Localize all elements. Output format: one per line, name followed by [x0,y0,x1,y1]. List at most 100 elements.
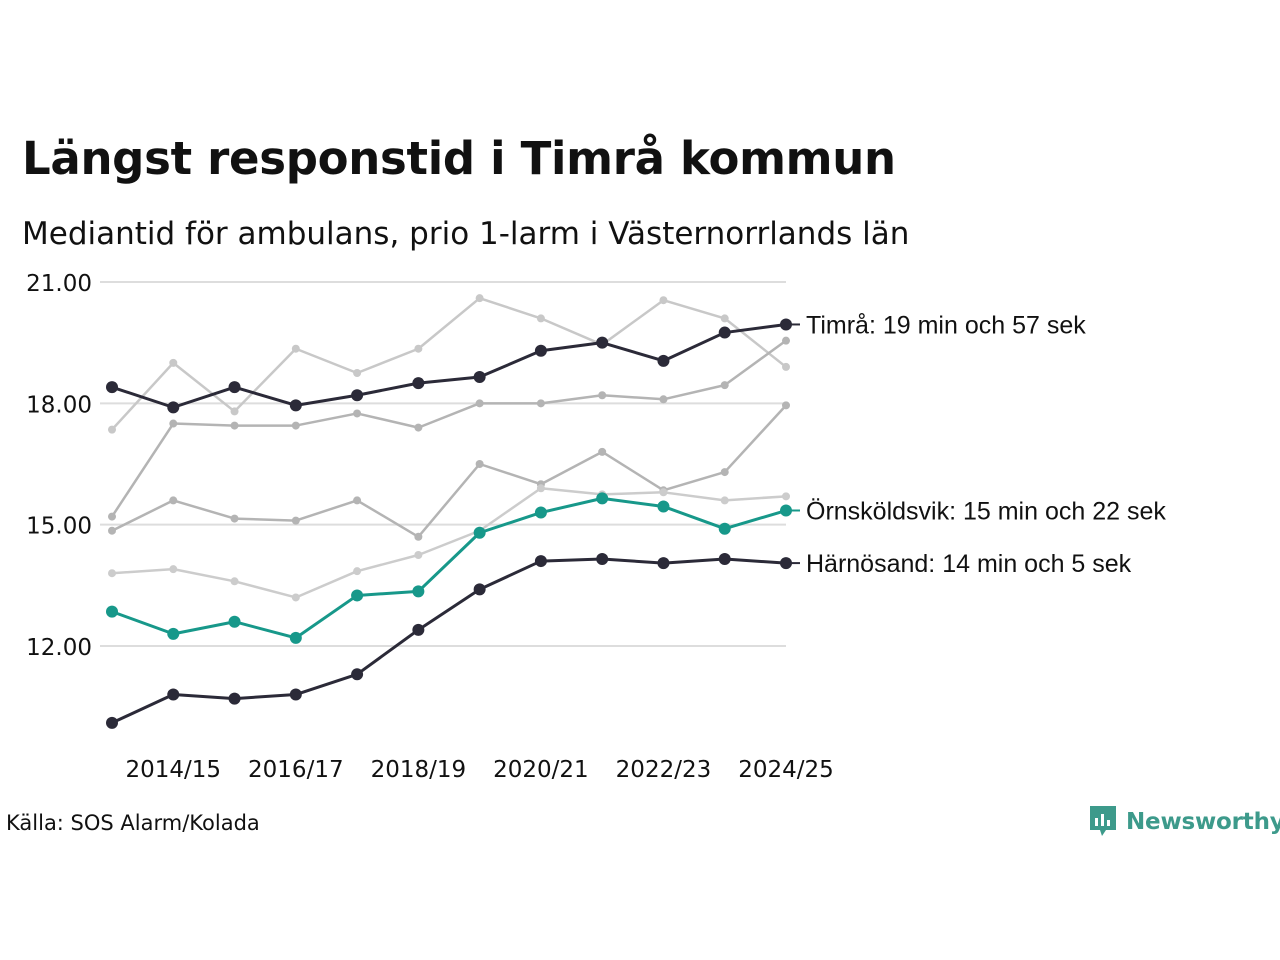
data-point [596,492,609,505]
data-point [353,496,362,505]
data-point [657,500,670,513]
data-point [169,419,178,428]
data-point [169,496,178,505]
data-point [230,514,239,523]
x-tick-label: 2022/23 [616,757,712,783]
chart-subtitle: Mediantid för ambulans, prio 1-larm i Vä… [22,216,910,252]
data-point [534,555,547,568]
data-point [536,484,545,493]
data-point [720,496,729,505]
x-tick-label: 2024/25 [738,757,834,783]
data-point [412,377,425,390]
data-point [106,381,118,394]
data-point [596,336,609,349]
data-point [782,401,790,410]
data-point [659,296,668,305]
data-point [106,716,118,729]
series-label: Örnsköldsvik: 15 min och 22 sek [806,498,1166,526]
x-tick-label: 2016/17 [248,757,344,783]
series-line [111,557,787,725]
data-point [782,492,790,501]
data-point [108,569,116,578]
series-line [111,487,787,599]
data-point [534,506,547,519]
series-layer [106,294,792,729]
data-point [475,460,484,468]
data-point [657,354,670,367]
data-point [169,358,178,367]
data-point [657,557,670,570]
data-point [108,425,116,434]
series-line [111,404,787,539]
data-point [230,421,239,430]
data-point [167,627,180,640]
x-tick-label: 2020/21 [493,757,589,783]
data-point [473,371,486,384]
data-point [718,326,731,339]
data-point [473,526,486,539]
y-tick-label: 18.00 [26,392,92,418]
data-point [534,344,547,357]
data-point [289,399,302,412]
brand-logo: Newsworthy [1088,804,1280,840]
data-point [351,668,364,681]
data-point [598,447,607,456]
data-point [291,593,300,602]
data-point [782,336,790,345]
data-point [596,553,609,566]
x-axis: 2014/15 2016/17 2018/19 2020/21 2022/23 2024/… [125,757,833,783]
data-point [291,344,300,353]
data-point [659,395,668,404]
data-point [351,389,364,402]
data-point [414,551,423,559]
data-point [720,314,729,323]
chart-title: Längst responstid i Timrå kommun [22,132,896,185]
series-härnösand [106,553,792,729]
data-point [169,565,178,574]
series-label: Härnösand: 14 min och 5 sek [806,550,1132,578]
data-point [167,688,180,701]
gridlines [100,281,786,647]
data-point [228,615,241,628]
x-tick-label: 2014/15 [125,757,221,783]
series-grå-2 [108,336,790,521]
data-point [108,526,116,535]
data-point [720,381,729,390]
data-point [351,589,364,602]
data-point [289,631,302,644]
data-point [289,688,302,701]
brand-name: Newsworthy [1126,809,1280,835]
data-point [720,468,729,477]
series-label: Timrå: 19 min och 57 sek [806,311,1086,339]
series-labels: Örnsköldsvik: 15 min och 22 sek Härnösand… [786,311,1166,578]
series-line [111,322,787,409]
data-point [228,381,241,394]
data-point [228,692,241,705]
data-point [659,488,668,497]
newsworthy-logo-icon [1090,806,1116,836]
data-point [353,567,362,576]
data-point [353,369,362,377]
data-point [108,512,116,521]
data-point [414,344,423,353]
data-point [473,583,486,596]
y-tick-label: 15.00 [26,514,92,540]
data-point [412,623,425,636]
data-point [353,409,362,418]
data-point [291,516,300,525]
data-point [718,553,731,566]
data-point [167,401,180,414]
series-grå-1 [108,294,790,434]
series-line [110,339,787,518]
data-point [475,294,484,303]
series-line [111,496,787,640]
source-note: Källa: SOS Alarm/Kolada [6,811,260,835]
data-point [536,314,545,323]
data-point [291,421,300,430]
y-tick-label: 12.00 [26,635,92,661]
data-point [718,522,731,535]
data-point [230,577,239,586]
series-örnsköldsvik [106,492,792,644]
series-grå-3 [108,401,790,541]
